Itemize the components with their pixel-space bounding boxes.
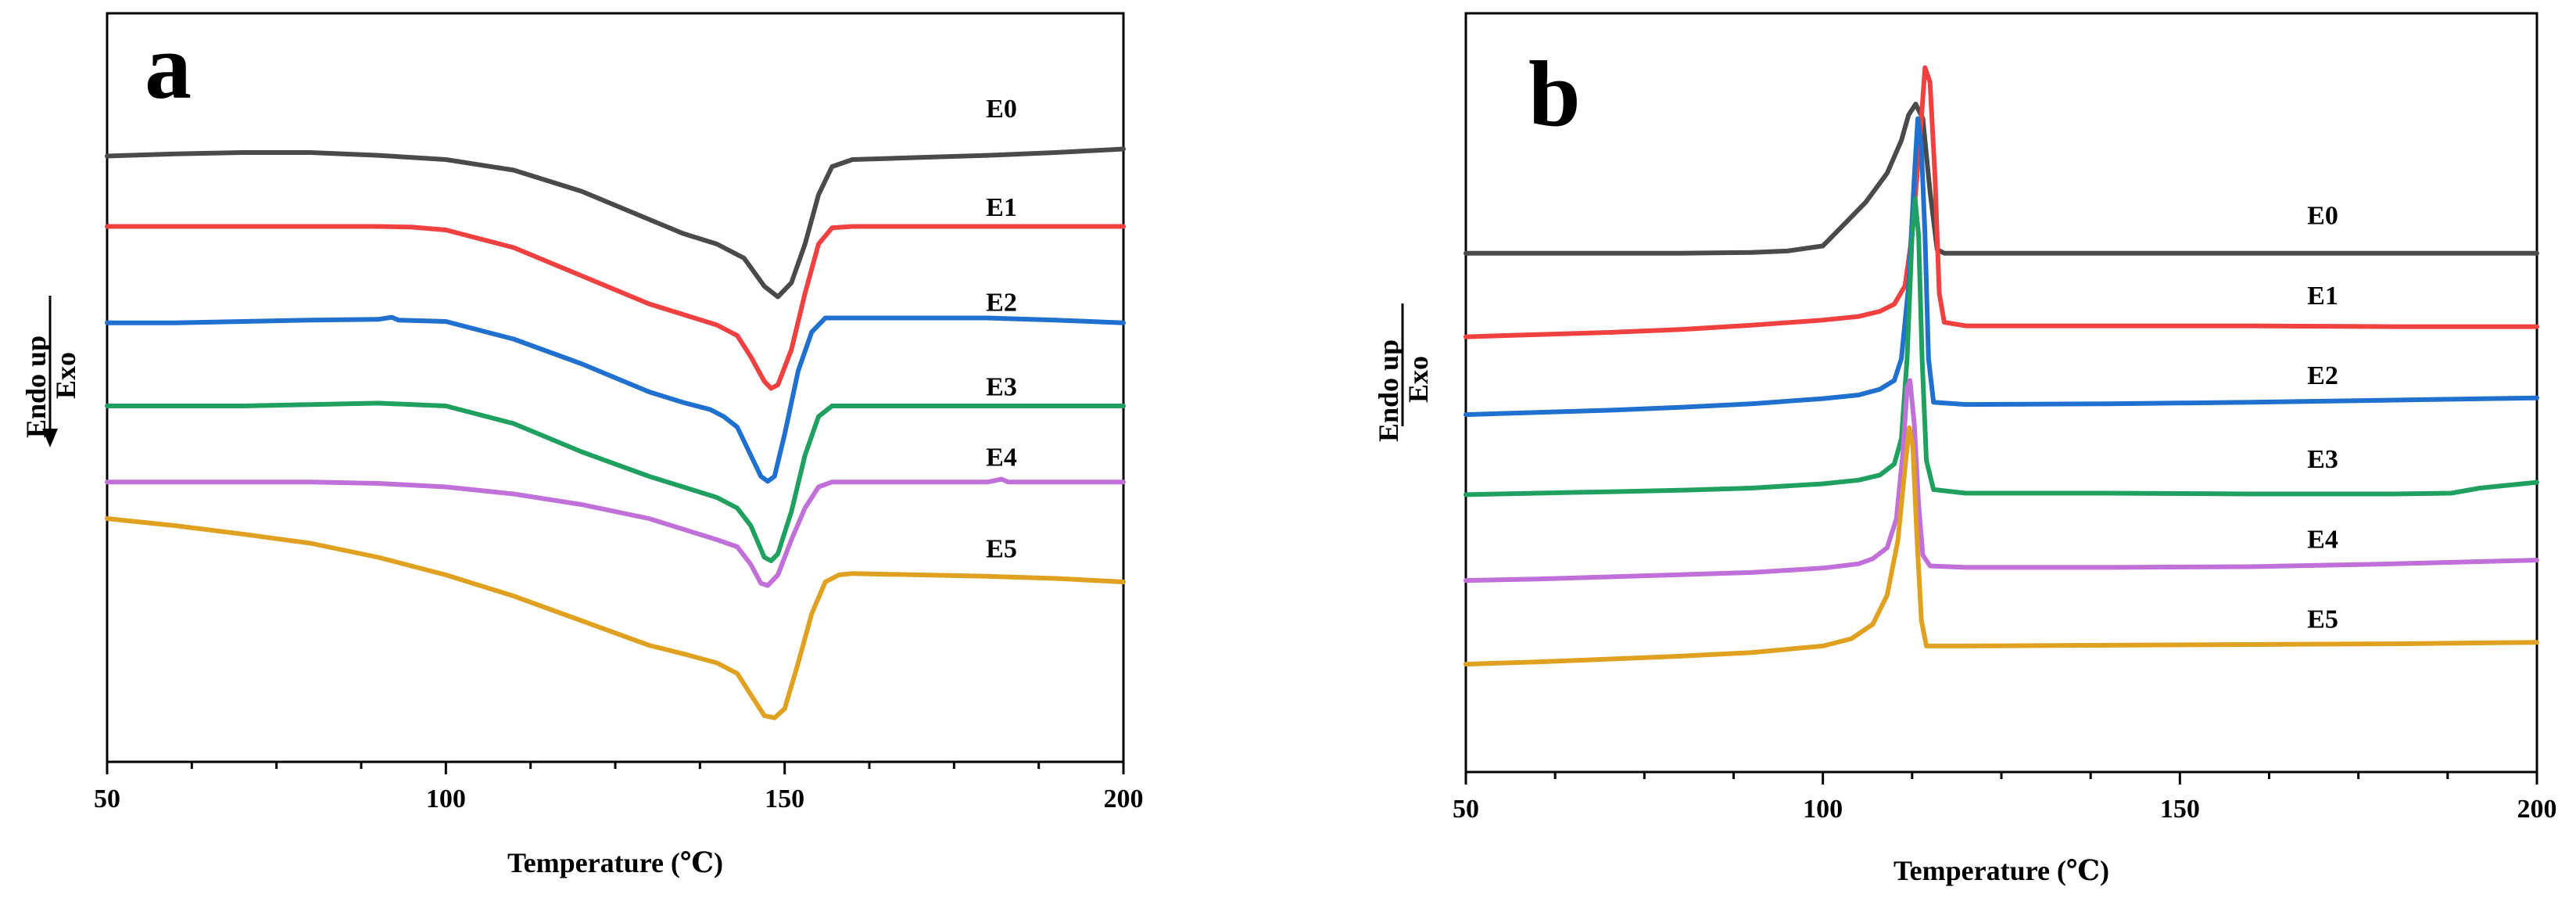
series-line-e4 (105, 476, 1126, 588)
series-label-e2: E2 (986, 289, 1017, 318)
panel-b-ylabel-endo: Endo up (1373, 339, 1404, 442)
x-tick-label-100: 100 (1803, 795, 1843, 824)
series-line-e5 (1464, 425, 2539, 667)
series-line-e1 (105, 224, 1126, 391)
series-line-e1 (1464, 65, 2539, 339)
series-label-e3: E3 (2307, 445, 2338, 474)
panel-a-xlabel: Temperature (℃) (507, 847, 723, 878)
series-line-e0 (105, 146, 1126, 300)
panel-b-letter: b (1528, 41, 1581, 145)
panel-a-ylabel-exo: Exo (50, 352, 81, 399)
series-label-e5: E5 (986, 535, 1017, 564)
panel-a-frame (106, 12, 1125, 763)
panel-b-ticks: 50 100 150 200 (1453, 772, 2557, 824)
panel-a-letter: a (145, 14, 192, 118)
series-label-e1: E1 (2307, 282, 2338, 311)
series-label-e2: E2 (2307, 361, 2338, 390)
series-line-e3 (105, 400, 1126, 563)
series-label-e0: E0 (986, 95, 1017, 124)
panel-b-curves (1464, 65, 2539, 667)
series-label-e1: E1 (986, 193, 1017, 222)
panel-b-xlabel: Temperature (℃) (1893, 855, 2109, 886)
series-label-e3: E3 (986, 373, 1017, 402)
x-tick-label-200: 200 (2517, 795, 2557, 824)
x-tick-label-200: 200 (1104, 785, 1144, 813)
series-label-e0: E0 (2307, 201, 2338, 230)
x-tick-label-100: 100 (426, 785, 466, 813)
panel-b-ylabel: Endo up Exo (1373, 303, 1434, 442)
panel-b-series-labels: E0 E1 E2 E3 E4 E5 (2307, 201, 2338, 634)
panel-a-series-labels: E0 E1 E2 E3 E4 E5 (986, 95, 1017, 564)
panel-b: b Endo up Exo Temperature (℃) 50 100 150 20… (1373, 12, 2557, 886)
series-line-e5 (105, 516, 1126, 720)
series-label-e4: E4 (986, 444, 1017, 472)
panel-a-ylabel: Endo up Exo (20, 296, 81, 447)
panel-a-curves (105, 146, 1126, 720)
panel-a: a Endo up Exo Temperature (℃) 50 100 150 20… (20, 12, 1144, 878)
panel-a-down-arrow-icon (42, 429, 58, 447)
series-label-e4: E4 (2307, 525, 2338, 554)
panel-a-ticks: 50 100 150 200 (94, 762, 1144, 813)
x-tick-label-150: 150 (765, 785, 804, 813)
series-line-e2 (105, 314, 1126, 484)
x-tick-label-50: 50 (1453, 795, 1479, 824)
series-line-e4 (1464, 378, 2539, 584)
panel-a-ylabel-endo: Endo up (20, 336, 52, 438)
panel-b-ylabel-exo: Exo (1403, 356, 1434, 403)
x-tick-label-150: 150 (2160, 795, 2200, 824)
series-line-e3 (1464, 196, 2539, 497)
x-tick-label-50: 50 (94, 785, 120, 813)
series-line-e2 (1464, 116, 2539, 418)
series-label-e5: E5 (2307, 605, 2338, 634)
series-line-e0 (1464, 102, 2539, 256)
